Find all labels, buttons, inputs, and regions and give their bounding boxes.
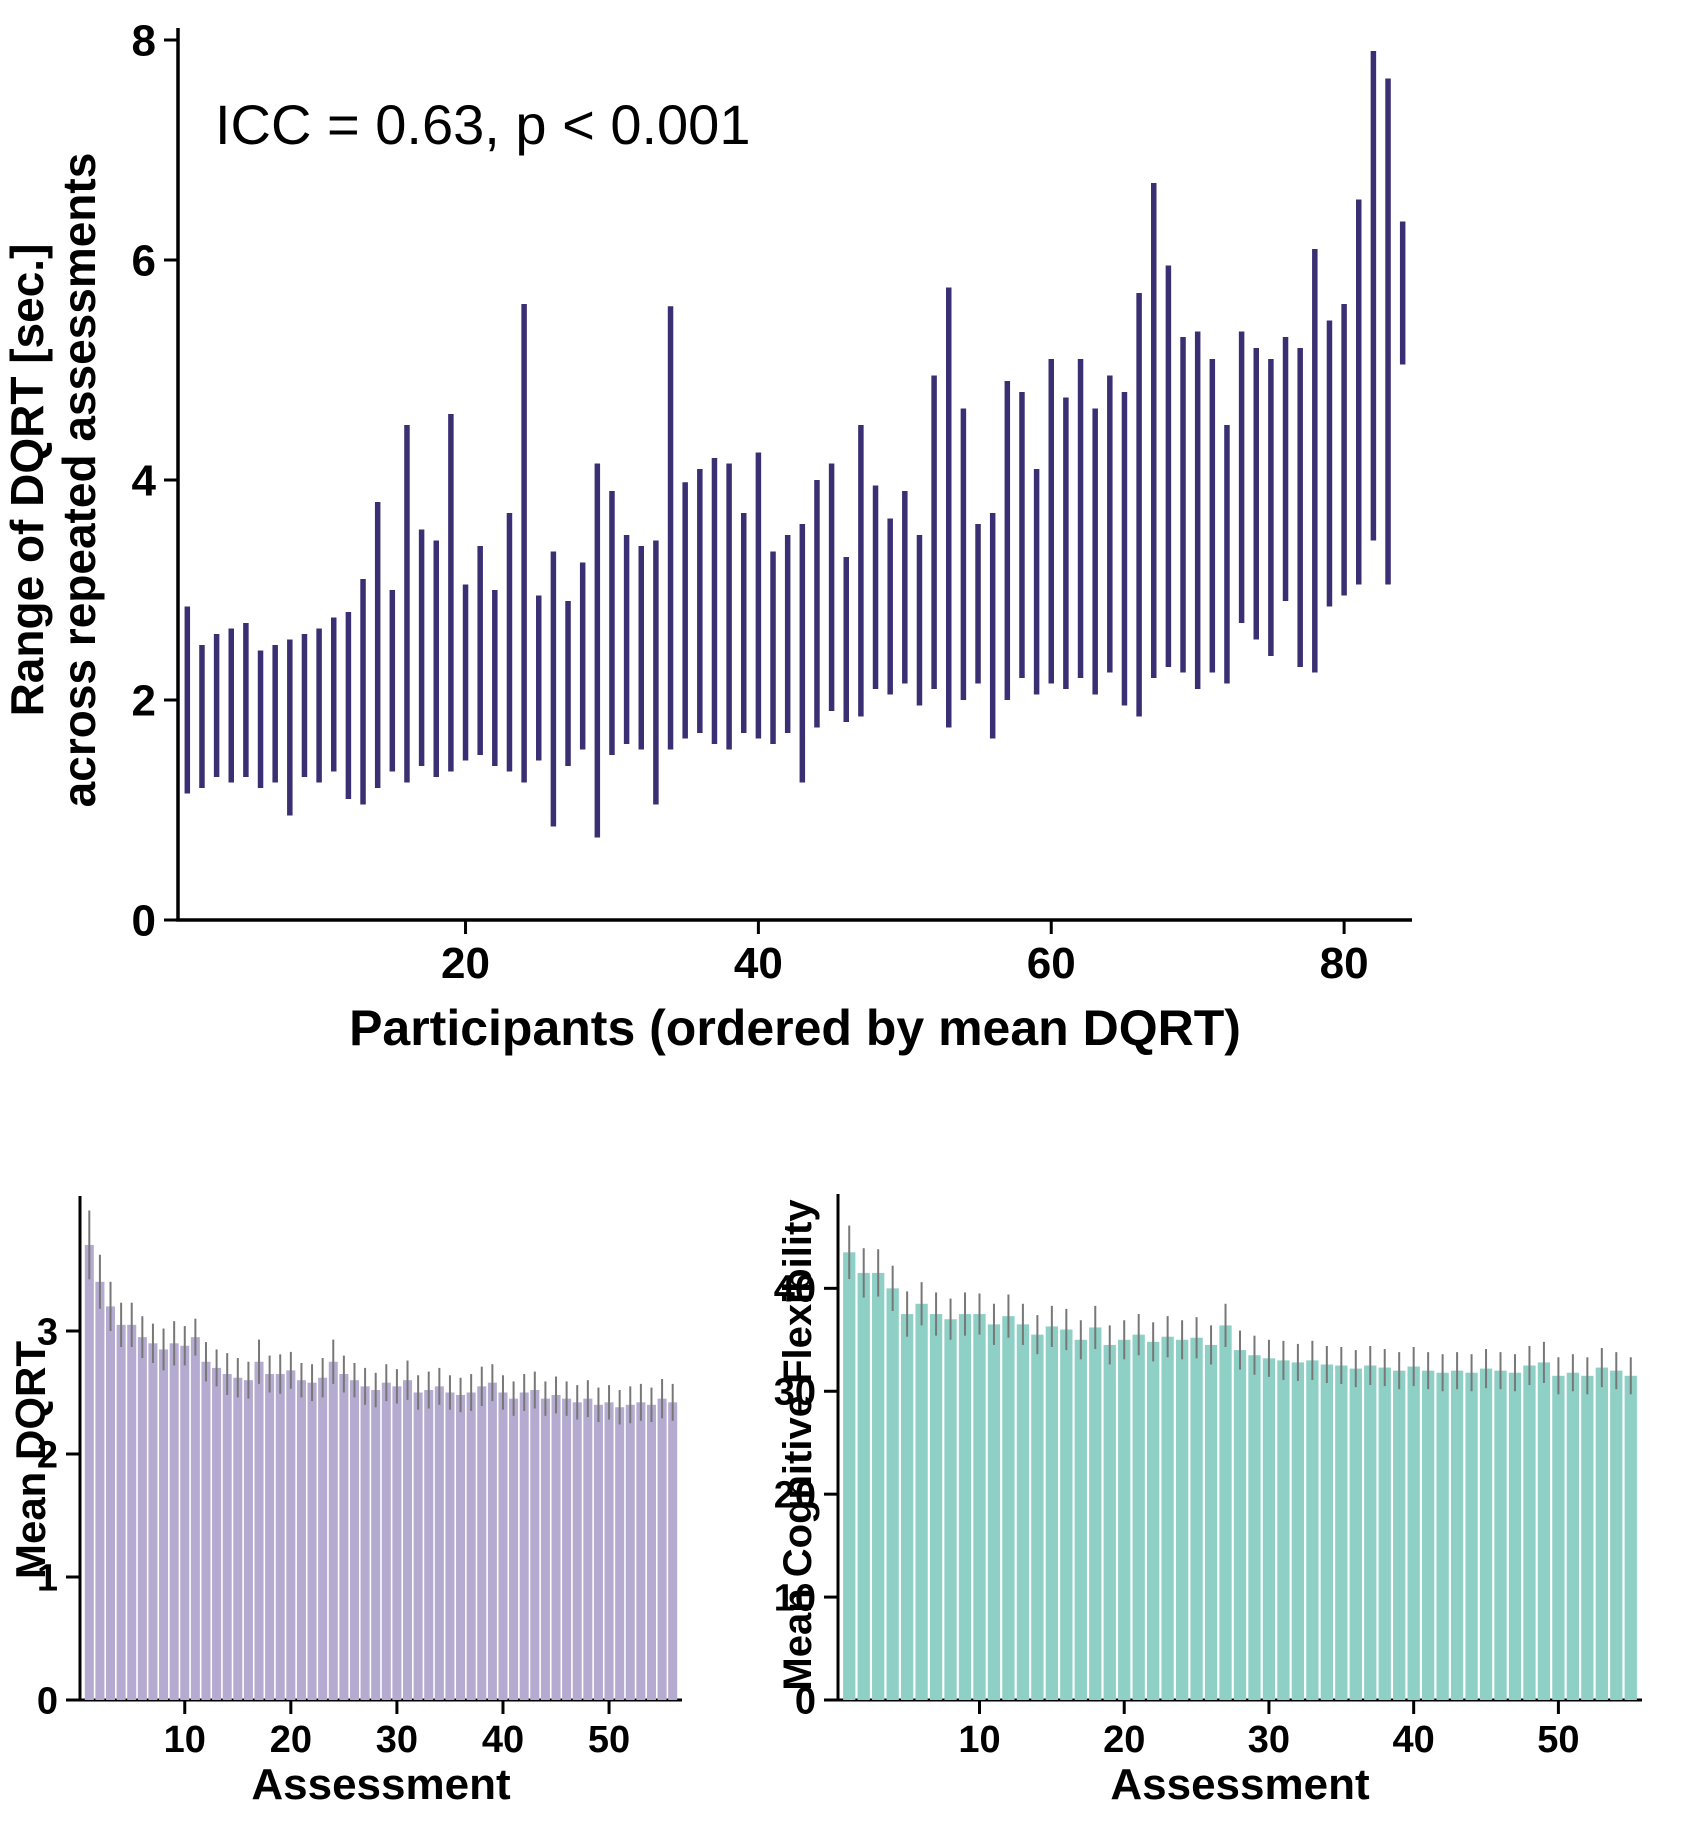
svg-text:80: 80 <box>1320 939 1369 988</box>
svg-text:10: 10 <box>958 1719 1000 1761</box>
svg-text:50: 50 <box>1537 1719 1579 1761</box>
svg-text:20: 20 <box>1103 1719 1145 1761</box>
svg-text:20: 20 <box>270 1719 312 1761</box>
svg-text:40: 40 <box>482 1719 524 1761</box>
icc-annotation: ICC = 0.63, p < 0.001 <box>215 93 751 156</box>
svg-text:10: 10 <box>774 1577 816 1619</box>
svg-text:30: 30 <box>1248 1719 1290 1761</box>
svg-text:8: 8 <box>132 16 156 65</box>
svg-text:40: 40 <box>774 1269 816 1311</box>
svg-text:30: 30 <box>376 1719 418 1761</box>
svg-text:6: 6 <box>132 236 156 285</box>
svg-text:60: 60 <box>1027 939 1076 988</box>
svg-text:10: 10 <box>164 1719 206 1761</box>
mean-dqrt-ylabel: Mean DQRT <box>7 1341 54 1580</box>
svg-text:3: 3 <box>37 1311 58 1353</box>
svg-text:40: 40 <box>734 939 783 988</box>
svg-text:50: 50 <box>588 1719 630 1761</box>
svg-text:30: 30 <box>774 1372 816 1414</box>
svg-text:1: 1 <box>37 1557 58 1599</box>
svg-text:2: 2 <box>37 1434 58 1476</box>
svg-text:20: 20 <box>441 939 490 988</box>
cognitive-flexibility-ylabel: Mean Cognitive Flexibility <box>776 1199 820 1691</box>
svg-text:0: 0 <box>795 1680 816 1722</box>
mean-dqrt-xlabel: Assessment <box>251 1760 511 1809</box>
svg-text:20: 20 <box>774 1474 816 1516</box>
svg-text:40: 40 <box>1393 1719 1435 1761</box>
cognitive-flexibility-xlabel: Assessment <box>1110 1760 1370 1809</box>
svg-text:4: 4 <box>132 456 157 505</box>
svg-text:2: 2 <box>132 676 156 725</box>
range-plot-ylabel-line2: across repeated assessments <box>52 152 105 808</box>
range-plot-xlabel: Participants (ordered by mean DQRT) <box>349 1000 1241 1056</box>
svg-text:0: 0 <box>37 1680 58 1722</box>
range-plot-ylabel-line1: Range of DQRT [sec.] <box>1 243 53 717</box>
svg-text:0: 0 <box>132 896 156 945</box>
range-plot-ylabel: Range of DQRT [sec.] across repeated ass… <box>1 30 114 930</box>
